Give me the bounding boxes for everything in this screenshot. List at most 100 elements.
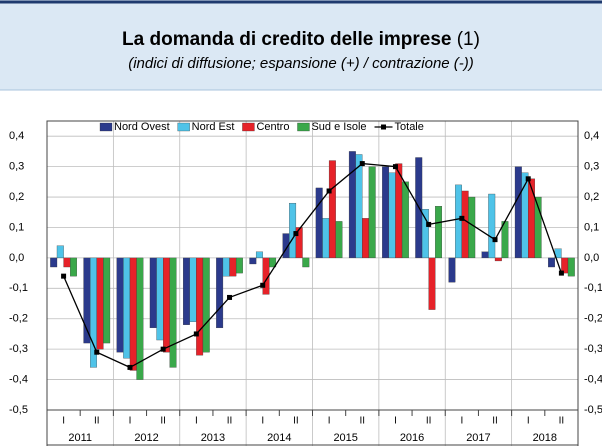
x-tick-label: II — [94, 416, 100, 427]
x-tick-label: I — [62, 416, 65, 427]
y2-tick-label: -0,1 — [584, 282, 602, 294]
bar — [129, 257, 137, 371]
y2-tick-label: 0,2 — [584, 191, 599, 203]
bar — [169, 257, 177, 368]
line-marker — [94, 349, 100, 355]
chart-subtitle: (indici di diffusione; espansione (+) / … — [128, 55, 474, 72]
x-tick-label: I — [394, 416, 397, 427]
title-main: La domanda di credito delle imprese — [122, 29, 451, 50]
bar — [163, 257, 170, 353]
line-marker — [326, 188, 332, 194]
bar — [103, 257, 111, 344]
bar — [335, 221, 343, 259]
x-tick-label: II — [360, 416, 366, 427]
bar — [401, 181, 409, 259]
year-label: 2014 — [267, 432, 291, 444]
line-marker — [293, 231, 299, 237]
y-tick-label: -0,3 — [9, 343, 28, 355]
line-marker — [127, 364, 133, 370]
x-tick-label: I — [527, 416, 530, 427]
legend-swatch — [99, 122, 113, 132]
bar — [435, 206, 443, 259]
y2-tick-label: -0,5 — [584, 404, 602, 416]
bar — [514, 166, 522, 259]
bar — [116, 257, 124, 353]
x-tick-label: II — [160, 416, 166, 427]
year-label: 2013 — [201, 432, 225, 444]
bar — [315, 187, 323, 259]
title-band — [0, 0, 602, 90]
year-label: 2018 — [533, 432, 557, 444]
year-label: 2012 — [134, 432, 158, 444]
bar — [534, 196, 542, 259]
bar — [222, 257, 230, 277]
y2-tick-label: -0,2 — [584, 313, 602, 325]
bar — [149, 257, 157, 329]
y-tick-label: -0,1 — [9, 282, 28, 294]
x-tick-label: II — [293, 416, 299, 427]
bar — [56, 245, 64, 259]
bar — [216, 257, 224, 329]
y-tick-label: -0,4 — [9, 373, 28, 385]
bar — [269, 257, 277, 268]
line — [62, 162, 563, 369]
bar — [136, 257, 144, 380]
bar — [421, 209, 429, 259]
y-tick-label: 0,0 — [9, 252, 24, 264]
x-tick-label: I — [261, 416, 264, 427]
x-tick-label: I — [129, 416, 132, 427]
line-marker — [426, 221, 432, 227]
bar — [348, 151, 356, 259]
bar — [70, 257, 77, 277]
y-tick-label: 0,1 — [9, 221, 24, 233]
line-marker — [160, 346, 166, 352]
y-tick-label: 0,4 — [9, 130, 24, 142]
legend-label: Sud e Isole — [311, 121, 366, 133]
bar — [196, 257, 204, 356]
bar — [255, 251, 263, 259]
bar — [302, 257, 310, 268]
line-marker — [392, 164, 398, 170]
y-tick-label: -0,5 — [9, 404, 28, 416]
bar — [322, 218, 330, 259]
bar — [548, 257, 555, 268]
y-tick-label: -0,2 — [9, 313, 28, 325]
year-label: 2016 — [400, 432, 424, 444]
line-marker — [558, 270, 564, 276]
year-label: 2015 — [333, 432, 357, 444]
legend-label: Centro — [256, 121, 289, 133]
bar — [189, 257, 197, 322]
bar — [328, 160, 336, 259]
bar — [494, 257, 502, 262]
y2-tick-label: -0,4 — [584, 373, 602, 385]
bar — [202, 257, 210, 353]
y-tick-label: 0,2 — [9, 191, 24, 203]
x-tick-label: I — [328, 416, 331, 427]
legend-label: Nord Est — [192, 121, 235, 133]
bar — [229, 257, 237, 277]
line-marker — [459, 215, 465, 221]
bar — [295, 227, 303, 259]
bar — [488, 193, 496, 259]
legend-swatch — [177, 122, 190, 132]
bar — [362, 218, 370, 259]
y-tick-label: 0,3 — [9, 161, 24, 173]
bar — [388, 172, 396, 259]
legend-label: Nord Ovest — [114, 121, 170, 133]
x-tick-label: I — [460, 416, 463, 427]
y2-tick-label: 0,3 — [584, 161, 599, 173]
x-tick-label: I — [195, 416, 198, 427]
bar — [461, 190, 469, 259]
y2-tick-label: 0,1 — [584, 221, 599, 233]
chart-title: La domanda di credito delle imprese (1) — [122, 29, 480, 50]
bar — [481, 251, 489, 259]
bar — [528, 178, 535, 259]
bar — [382, 166, 390, 259]
y2-tick-label: 0,0 — [584, 252, 599, 264]
bar — [395, 163, 403, 259]
year-label: 2017 — [466, 432, 490, 444]
line-marker — [227, 294, 233, 300]
y2-tick-label: 0,4 — [584, 130, 599, 142]
bar — [96, 257, 104, 350]
